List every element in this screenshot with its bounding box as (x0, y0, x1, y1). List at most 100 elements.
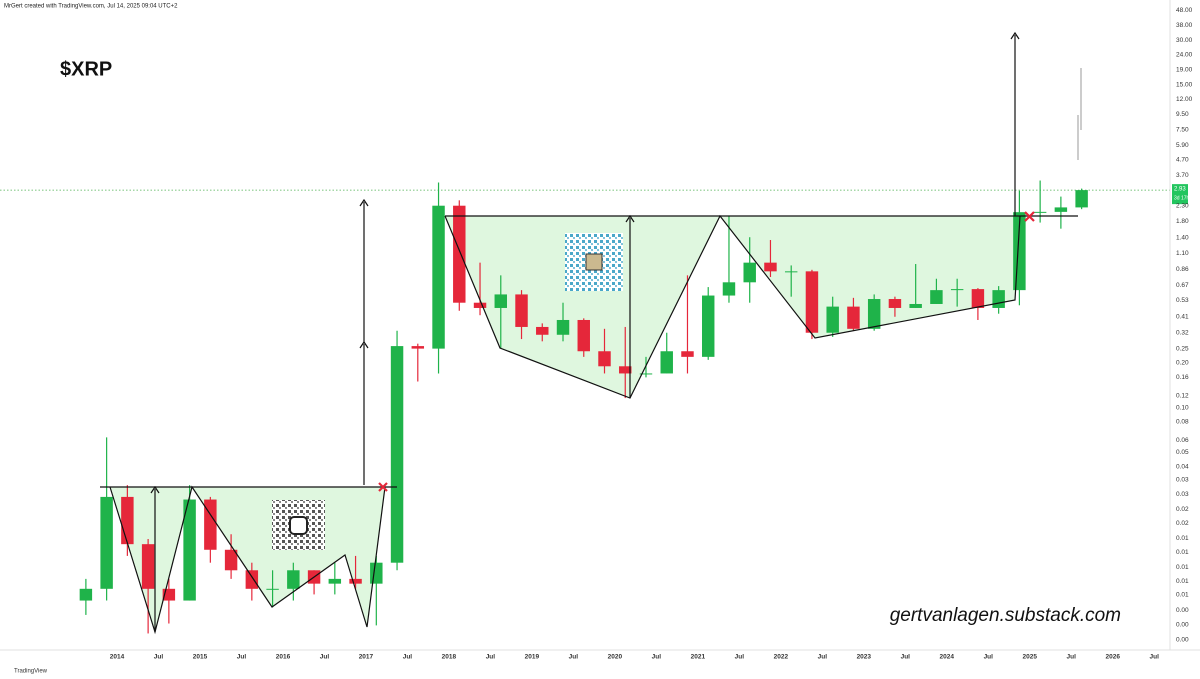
candle-body (681, 351, 694, 357)
y-tick-label: 4.70 (1176, 156, 1189, 163)
candle-body (515, 294, 528, 327)
y-tick-label: 0.05 (1176, 449, 1189, 456)
candle-body (1033, 211, 1047, 213)
candle-body (1075, 190, 1088, 208)
y-tick-label: 0.01 (1176, 592, 1189, 599)
candle-body (784, 271, 798, 273)
x-tick-label: 2020 (608, 654, 623, 661)
y-tick-label: 0.86 (1176, 266, 1189, 273)
y-tick-label: 5.90 (1176, 142, 1189, 149)
candle-body (1054, 207, 1068, 212)
y-tick-label: 24.00 (1176, 51, 1193, 58)
candle-body (556, 319, 570, 335)
x-tick-label: Jul (901, 654, 911, 661)
x-tick-label: Jul (237, 654, 247, 661)
candle-body (266, 588, 279, 590)
y-tick-label: 0.00 (1176, 607, 1189, 614)
candle-body (494, 294, 507, 308)
candle-body (722, 282, 736, 296)
y-tick-label: 0.06 (1176, 437, 1189, 444)
y-tick-label: 0.02 (1176, 506, 1189, 513)
candle-body (847, 306, 860, 329)
y-tick-label: 19.00 (1176, 66, 1193, 73)
x-tick-label: 2023 (857, 654, 872, 661)
y-tick-label: 0.01 (1176, 535, 1189, 542)
y-tick-label: 0.12 (1176, 393, 1189, 400)
candle-body (805, 271, 819, 333)
x-tick-label: Jul (984, 654, 994, 661)
y-tick-label: 0.03 (1176, 477, 1189, 484)
y-tick-label: 0.20 (1176, 360, 1189, 367)
y-tick-label: 0.67 (1176, 282, 1189, 289)
x-tick-label: 2019 (525, 654, 540, 661)
x-tick-label: 2014 (110, 654, 125, 661)
candle-body (370, 562, 383, 584)
y-tick-label: 30.00 (1176, 37, 1193, 44)
candle-body (224, 549, 238, 571)
last-price-label: 2.93 (1174, 187, 1186, 193)
candle-body (121, 496, 134, 545)
x-tick-label: 2022 (774, 654, 789, 661)
arrow-head (150, 485, 160, 494)
y-tick-label: 0.04 (1176, 463, 1189, 470)
x-tick-label: Jul (320, 654, 330, 661)
x-tick-label: 2025 (1023, 654, 1038, 661)
arrow-head (1010, 31, 1020, 40)
candle-body (888, 299, 902, 308)
x-tick-label: 2018 (442, 654, 457, 661)
y-tick-label: 0.08 (1176, 419, 1189, 426)
candle-body (867, 299, 881, 329)
x-tick-label: Jul (403, 654, 413, 661)
y-tick-label: 1.40 (1176, 234, 1189, 241)
candle-body (950, 289, 964, 291)
x-tick-label: 2026 (1106, 654, 1121, 661)
candle-body (162, 588, 176, 601)
header: MrGert created with TradingView.com, Jul… (4, 4, 178, 10)
candle-body (660, 351, 673, 374)
candle-body (432, 205, 445, 349)
candle-body (764, 262, 777, 272)
x-tick-label: 2021 (691, 654, 706, 661)
y-tick-label: 0.10 (1176, 404, 1189, 411)
candle-body (536, 326, 549, 335)
candle-body (183, 499, 196, 601)
candle-body (702, 295, 715, 357)
candle-body (992, 290, 1005, 308)
x-tick-label: Jul (486, 654, 496, 661)
candle-body (328, 578, 342, 584)
drawings (100, 31, 1082, 635)
candle-body (909, 303, 922, 308)
candles (79, 180, 1088, 634)
watermark: gertvanlagen.substack.com (890, 605, 1121, 626)
x-tick-label: Jul (652, 654, 662, 661)
y-tick-label: 15.00 (1176, 82, 1193, 89)
y-tick-label: 48.00 (1176, 7, 1193, 14)
x-tick-label: 2024 (940, 654, 955, 661)
y-tick-label: 0.01 (1176, 578, 1189, 585)
x-tick-label: Jul (1150, 654, 1160, 661)
y-tick-label: 2.30 (1176, 202, 1189, 209)
x-tick-label: 2017 (359, 654, 374, 661)
y-tick-label: 0.32 (1176, 329, 1189, 336)
y-tick-label: 0.01 (1176, 564, 1189, 571)
candle-body (453, 205, 466, 303)
candle-body (971, 289, 985, 308)
candle-body (598, 351, 611, 367)
x-tick-label: Jul (735, 654, 745, 661)
y-tick-label: 0.41 (1176, 313, 1189, 320)
candle-body (390, 346, 404, 563)
candle-body (287, 570, 300, 589)
x-tick-label: Jul (818, 654, 828, 661)
instagram-icon (289, 516, 308, 535)
candle-body (930, 290, 943, 304)
cross-mark (378, 482, 388, 492)
candle-body (473, 302, 487, 308)
candle-body (349, 578, 362, 584)
qr-avatar (585, 253, 603, 271)
candle-body (619, 366, 632, 374)
x-tick-label: 2016 (276, 654, 291, 661)
candle-body (577, 319, 590, 352)
candle-body (79, 588, 93, 601)
y-tick-label: 0.25 (1176, 345, 1189, 352)
